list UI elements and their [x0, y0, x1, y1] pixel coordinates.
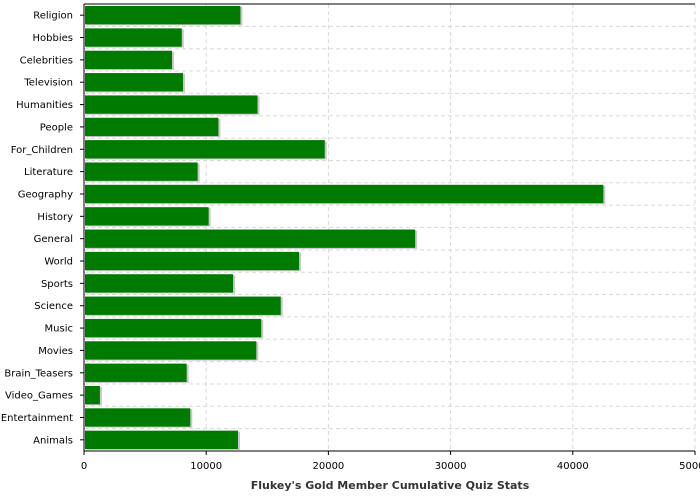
category-label: Brain_Teasers [4, 368, 73, 379]
category-labels: Religion Hobbies Celebrities Television Huma… [1, 11, 73, 447]
bar [85, 408, 191, 427]
bar [85, 6, 241, 25]
bar [85, 430, 238, 449]
x-tick-label: 10000 [190, 461, 222, 472]
category-label: Literature [24, 167, 73, 178]
category-label: Music [45, 324, 73, 335]
category-label: Religion [33, 11, 73, 22]
grid-lines [84, 4, 696, 451]
axes [80, 3, 696, 455]
bar [85, 341, 257, 360]
bar [85, 140, 325, 159]
bar [85, 184, 604, 204]
bar [85, 162, 198, 181]
bar [85, 28, 182, 47]
x-axis-title: Flukey's Gold Member Cumulative Quiz Sta… [251, 479, 530, 492]
category-label: Science [34, 301, 73, 312]
bar [85, 207, 209, 226]
bar [85, 318, 262, 338]
category-label: Entertainment [1, 413, 73, 424]
category-label: General [34, 234, 73, 245]
bar [85, 251, 300, 271]
x-tick-label: 20000 [312, 461, 344, 472]
category-label: Movies [38, 346, 73, 357]
category-label: Television [23, 78, 73, 89]
bars [85, 6, 606, 450]
bar [85, 95, 258, 114]
category-label: Animals [33, 435, 73, 446]
bar [85, 50, 172, 70]
x-tick-labels: 0 10000 20000 30000 40000 50000 [81, 461, 700, 472]
bar [85, 73, 183, 92]
category-label: Celebrities [20, 55, 73, 66]
category-label: Sports [41, 279, 73, 290]
category-label: Hobbies [33, 33, 73, 44]
bar [85, 363, 187, 382]
category-label: For_Children [11, 145, 73, 156]
bar [85, 385, 100, 405]
x-tick-label: 30000 [435, 461, 467, 472]
bar [85, 296, 281, 315]
category-label: History [37, 212, 73, 223]
category-label: Geography [18, 189, 73, 200]
category-label: Video_Games [5, 391, 73, 402]
category-label: World [44, 257, 73, 268]
x-tick-label: 50000 [679, 461, 700, 472]
category-label: Humanities [16, 100, 73, 111]
bar [85, 117, 219, 137]
x-tick-label: 40000 [557, 461, 589, 472]
x-tick-label: 0 [81, 461, 87, 472]
bar [85, 229, 416, 248]
bar [85, 274, 234, 293]
category-label: People [40, 122, 73, 133]
